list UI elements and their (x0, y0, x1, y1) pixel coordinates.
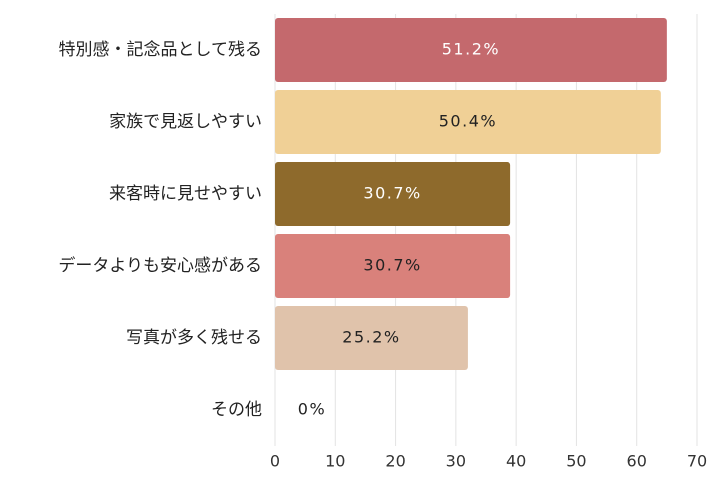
value-label: 30.7% (363, 184, 421, 203)
bar (275, 162, 511, 226)
x-tick-label: 70 (687, 452, 707, 471)
x-tick-label: 0 (270, 452, 280, 471)
value-label: 0% (298, 400, 326, 419)
category-label: 特別感・記念品として残る (59, 39, 263, 60)
category-label: 写真が多く残せる (126, 328, 262, 348)
value-label: 50.4% (439, 112, 497, 131)
x-tick-label: 30 (446, 452, 466, 471)
x-tick-label: 50 (566, 452, 586, 471)
value-label: 51.2% (442, 40, 500, 59)
value-label: 30.7% (363, 256, 421, 275)
x-tick-label: 10 (325, 452, 345, 471)
category-label: その他 (211, 400, 262, 420)
x-tick-label: 20 (385, 452, 405, 471)
x-tick-label: 60 (627, 452, 647, 471)
value-label: 25.2% (342, 328, 400, 347)
category-label: 家族で見返しやすい (109, 112, 262, 132)
bar (275, 306, 468, 370)
category-label: データよりも安心感がある (58, 255, 262, 276)
bar (275, 18, 667, 82)
bar (275, 90, 661, 154)
category-label: 来客時に見せやすい (109, 184, 262, 204)
x-tick-label: 40 (506, 452, 526, 471)
bar (275, 234, 511, 298)
